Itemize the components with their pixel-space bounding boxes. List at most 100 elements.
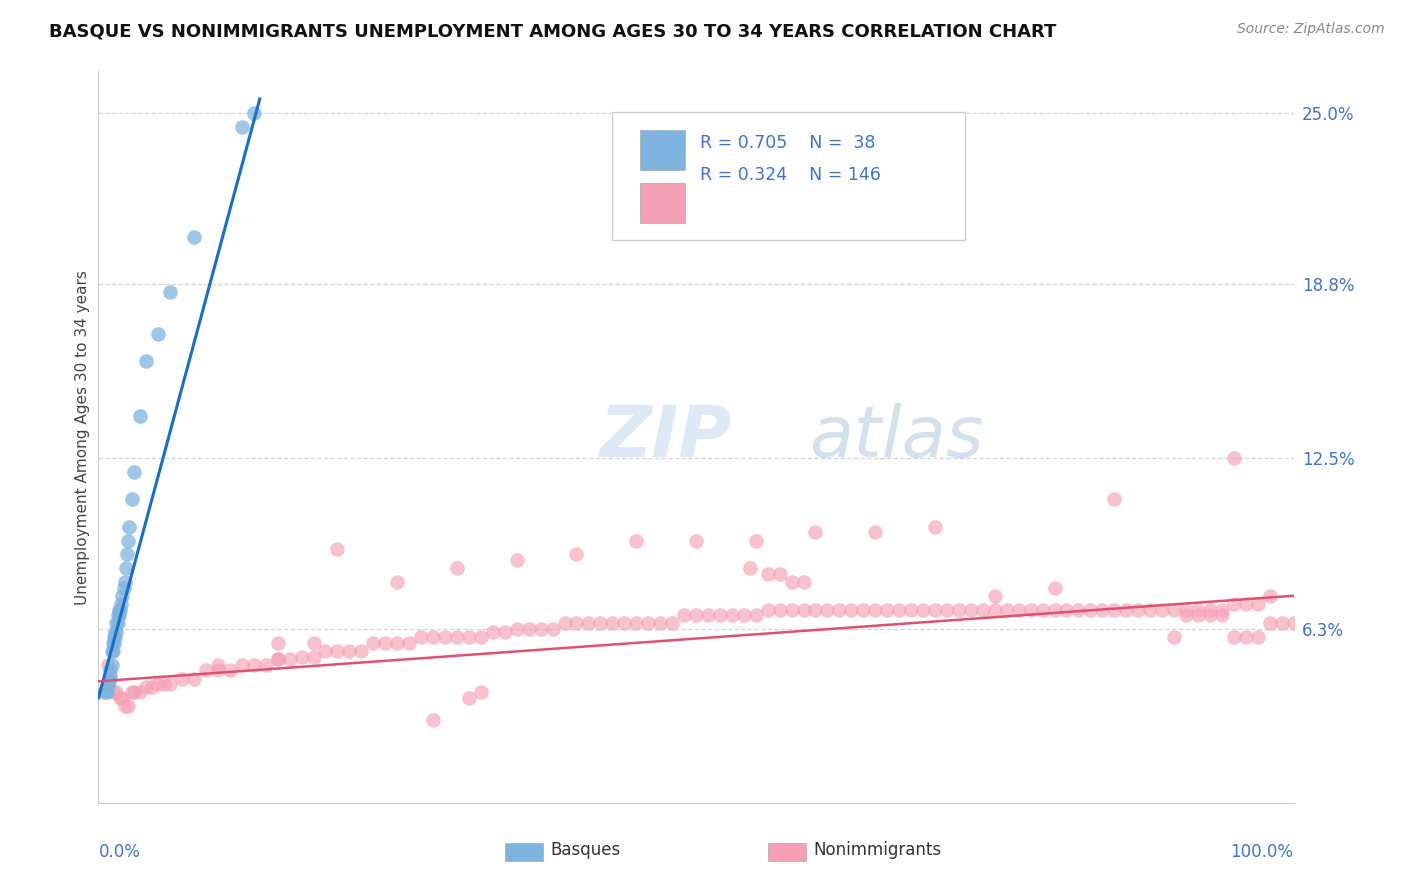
- Point: [685, 533, 707, 548]
- Point: [685, 608, 707, 623]
- Point: [411, 630, 433, 644]
- Point: [626, 533, 648, 548]
- Point: [948, 602, 970, 616]
- Point: [1223, 630, 1246, 644]
- Point: [1091, 602, 1114, 616]
- Point: [118, 520, 141, 534]
- Point: [768, 566, 790, 581]
- Point: [148, 677, 170, 691]
- Point: [1008, 602, 1031, 616]
- Bar: [640, 130, 685, 170]
- Point: [924, 520, 946, 534]
- Point: [339, 644, 361, 658]
- Point: [267, 652, 290, 666]
- Point: [422, 713, 444, 727]
- Point: [124, 465, 146, 479]
- Point: [517, 622, 540, 636]
- Point: [267, 636, 290, 650]
- Point: [626, 616, 648, 631]
- Point: [756, 566, 779, 581]
- Point: [103, 636, 125, 650]
- Point: [398, 636, 420, 650]
- Point: [446, 561, 468, 575]
- Point: [207, 663, 229, 677]
- Point: [111, 589, 134, 603]
- Text: R = 0.705    N =  38: R = 0.705 N = 38: [700, 134, 875, 152]
- Point: [1104, 602, 1126, 616]
- Point: [219, 663, 242, 677]
- Point: [768, 602, 790, 616]
- Point: [1247, 597, 1270, 611]
- Point: [530, 622, 553, 636]
- Point: [1234, 597, 1257, 611]
- Point: [159, 285, 181, 300]
- Point: [1247, 630, 1270, 644]
- Point: [243, 657, 266, 672]
- Point: [815, 602, 838, 616]
- Text: BASQUE VS NONIMMIGRANTS UNEMPLOYMENT AMONG AGES 30 TO 34 YEARS CORRELATION CHART: BASQUE VS NONIMMIGRANTS UNEMPLOYMENT AMO…: [49, 22, 1056, 40]
- Point: [97, 680, 120, 694]
- Point: [458, 690, 481, 705]
- Point: [506, 622, 529, 636]
- Point: [141, 680, 163, 694]
- Point: [494, 624, 516, 639]
- Point: [117, 533, 139, 548]
- Text: 0.0%: 0.0%: [98, 843, 141, 861]
- Point: [107, 608, 129, 623]
- Point: [195, 663, 218, 677]
- Bar: [768, 843, 806, 862]
- Point: [673, 608, 696, 623]
- Point: [637, 616, 659, 631]
- Point: [470, 630, 492, 644]
- Text: 100.0%: 100.0%: [1230, 843, 1294, 861]
- Point: [267, 652, 290, 666]
- Point: [374, 636, 396, 650]
- Point: [745, 533, 768, 548]
- Point: [458, 630, 481, 644]
- Point: [96, 685, 118, 699]
- Point: [129, 409, 152, 424]
- Point: [1019, 602, 1042, 616]
- Point: [243, 105, 266, 120]
- Bar: [505, 843, 543, 862]
- Point: [98, 672, 122, 686]
- Point: [1104, 492, 1126, 507]
- Point: [148, 326, 170, 341]
- Point: [578, 616, 600, 631]
- Point: [1223, 450, 1246, 465]
- Point: [302, 636, 325, 650]
- Point: [565, 616, 588, 631]
- Point: [422, 630, 444, 644]
- Point: [972, 602, 994, 616]
- Point: [124, 685, 146, 699]
- Point: [107, 602, 129, 616]
- Point: [648, 616, 672, 631]
- Point: [793, 574, 815, 589]
- Point: [385, 574, 409, 589]
- Point: [1234, 630, 1257, 644]
- Point: [107, 608, 129, 623]
- Point: [1163, 630, 1185, 644]
- Bar: [640, 183, 685, 223]
- Point: [363, 636, 385, 650]
- Point: [1258, 589, 1281, 603]
- Point: [995, 602, 1018, 616]
- Point: [876, 602, 898, 616]
- Point: [105, 624, 128, 639]
- Point: [101, 636, 124, 650]
- Point: [924, 602, 946, 616]
- Point: [291, 649, 314, 664]
- Point: [115, 548, 138, 562]
- Point: [470, 685, 492, 699]
- Point: [121, 685, 143, 699]
- Point: [254, 657, 277, 672]
- Point: [446, 630, 468, 644]
- Point: [1067, 602, 1090, 616]
- Point: [278, 652, 301, 666]
- Point: [1175, 608, 1198, 623]
- Text: ZIP: ZIP: [600, 402, 733, 472]
- Point: [315, 644, 337, 658]
- Point: [385, 636, 409, 650]
- Point: [865, 602, 887, 616]
- Point: [793, 602, 815, 616]
